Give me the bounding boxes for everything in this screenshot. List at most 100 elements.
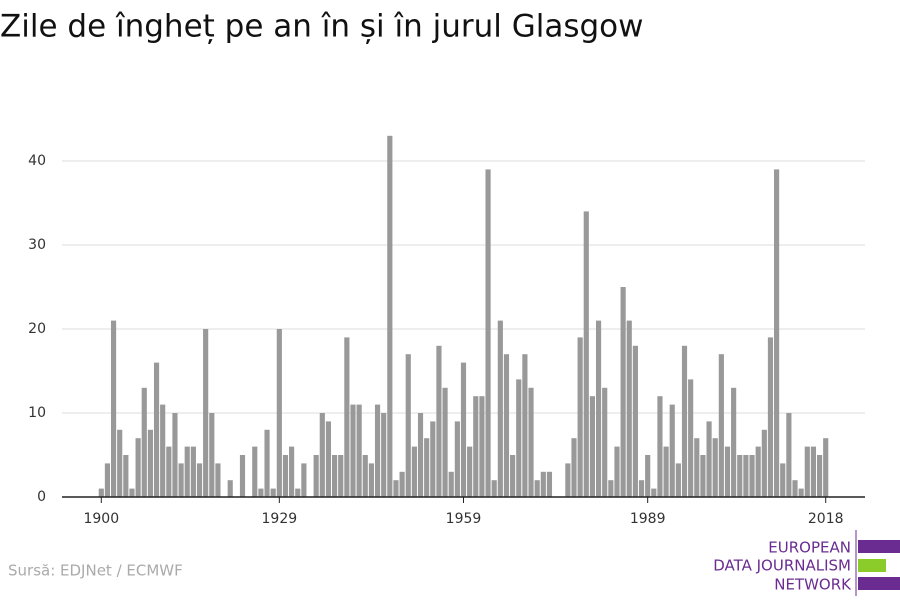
x-tick-label: 1989 — [630, 511, 666, 527]
bar — [528, 387, 534, 497]
bar — [743, 455, 749, 497]
bar — [700, 455, 706, 497]
bar — [258, 488, 264, 497]
bar — [417, 413, 424, 497]
bar — [823, 438, 829, 497]
x-tick-label: 1900 — [83, 511, 119, 527]
bar — [737, 455, 743, 497]
bar — [675, 463, 681, 497]
bar — [356, 404, 362, 497]
bar — [491, 480, 497, 497]
x-tick-label: 1929 — [262, 511, 298, 527]
bar — [497, 320, 503, 497]
bar — [485, 169, 491, 497]
bar — [135, 438, 141, 497]
bar — [282, 455, 289, 497]
bar — [731, 387, 737, 497]
bar — [602, 387, 608, 497]
bar — [749, 455, 755, 497]
logo-text: NETWORK — [774, 576, 852, 594]
bar — [755, 446, 761, 497]
bar — [657, 396, 663, 497]
bar — [123, 455, 129, 497]
logo-bar — [858, 577, 900, 590]
bar — [792, 480, 798, 497]
bar — [325, 421, 332, 497]
bar — [460, 362, 467, 497]
bar — [681, 345, 688, 497]
bar — [503, 354, 510, 497]
bar — [761, 429, 767, 497]
bar — [184, 446, 190, 497]
bar — [577, 337, 583, 497]
bar — [319, 413, 325, 497]
bar — [393, 480, 399, 497]
bar — [534, 480, 540, 497]
bar — [289, 446, 295, 497]
bar — [301, 463, 307, 497]
bar — [767, 337, 774, 497]
bar — [540, 471, 546, 497]
bar — [362, 455, 368, 497]
bar — [706, 421, 712, 497]
bar — [510, 455, 516, 497]
bar — [387, 135, 393, 498]
bar — [688, 379, 694, 497]
bar — [804, 446, 810, 497]
chart-title: Zile de îngheț pe an în și în jurul Glas… — [0, 9, 644, 45]
bar — [239, 455, 246, 497]
bar — [368, 463, 374, 497]
source: Sursă: EDJNet / ECMWF — [8, 562, 183, 580]
bar — [405, 354, 411, 497]
bar — [595, 320, 602, 497]
y-tick-label: 20 — [28, 321, 46, 337]
bar — [147, 429, 153, 497]
bar — [810, 446, 817, 497]
bar — [774, 169, 780, 497]
bar — [424, 438, 430, 497]
bar — [276, 329, 282, 497]
logo-text: EUROPEAN — [768, 539, 851, 557]
bar — [209, 413, 215, 497]
bar — [467, 446, 473, 497]
bar — [473, 396, 479, 497]
bar — [724, 446, 731, 497]
bar — [110, 320, 117, 497]
bar — [160, 404, 166, 497]
bar — [694, 438, 700, 497]
bar — [196, 463, 203, 497]
bar — [608, 480, 614, 497]
bar — [786, 413, 792, 497]
bar — [479, 396, 485, 497]
bar — [98, 488, 104, 497]
bar — [141, 387, 147, 497]
bar — [270, 488, 276, 497]
bar — [129, 488, 135, 497]
bar — [816, 455, 823, 497]
bar — [663, 446, 669, 497]
bar — [718, 354, 724, 497]
bar — [374, 404, 381, 497]
bar — [780, 463, 786, 497]
bar — [313, 455, 319, 497]
bar — [172, 413, 178, 497]
bar — [399, 471, 405, 497]
y-tick-label: 30 — [28, 237, 46, 253]
bar — [153, 362, 160, 497]
logo-text: DATA JOURNALISM — [713, 557, 851, 575]
y-tick-label: 40 — [28, 153, 46, 169]
bar — [350, 404, 356, 497]
logo: EUROPEAN DATA JOURNALISM NETWORK — [713, 530, 900, 596]
bar — [166, 446, 172, 497]
bar — [227, 480, 233, 497]
bar — [589, 396, 596, 497]
bar — [117, 429, 123, 497]
bar — [344, 337, 350, 497]
bar — [620, 287, 626, 497]
bar — [798, 488, 804, 497]
bar — [626, 320, 632, 497]
bar — [215, 463, 221, 497]
x-tick-label: 1959 — [446, 511, 482, 527]
bar — [190, 446, 196, 497]
bar — [436, 345, 442, 497]
